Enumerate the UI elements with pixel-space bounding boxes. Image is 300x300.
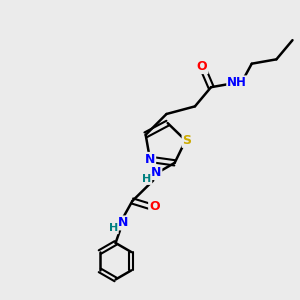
Text: NH: NH bbox=[227, 76, 247, 89]
Text: N: N bbox=[151, 166, 161, 179]
Text: O: O bbox=[149, 200, 160, 213]
Text: H: H bbox=[109, 223, 118, 233]
Text: S: S bbox=[183, 134, 192, 147]
Text: O: O bbox=[197, 60, 208, 73]
Text: N: N bbox=[145, 153, 155, 166]
Text: N: N bbox=[118, 216, 128, 230]
Text: H: H bbox=[142, 174, 151, 184]
